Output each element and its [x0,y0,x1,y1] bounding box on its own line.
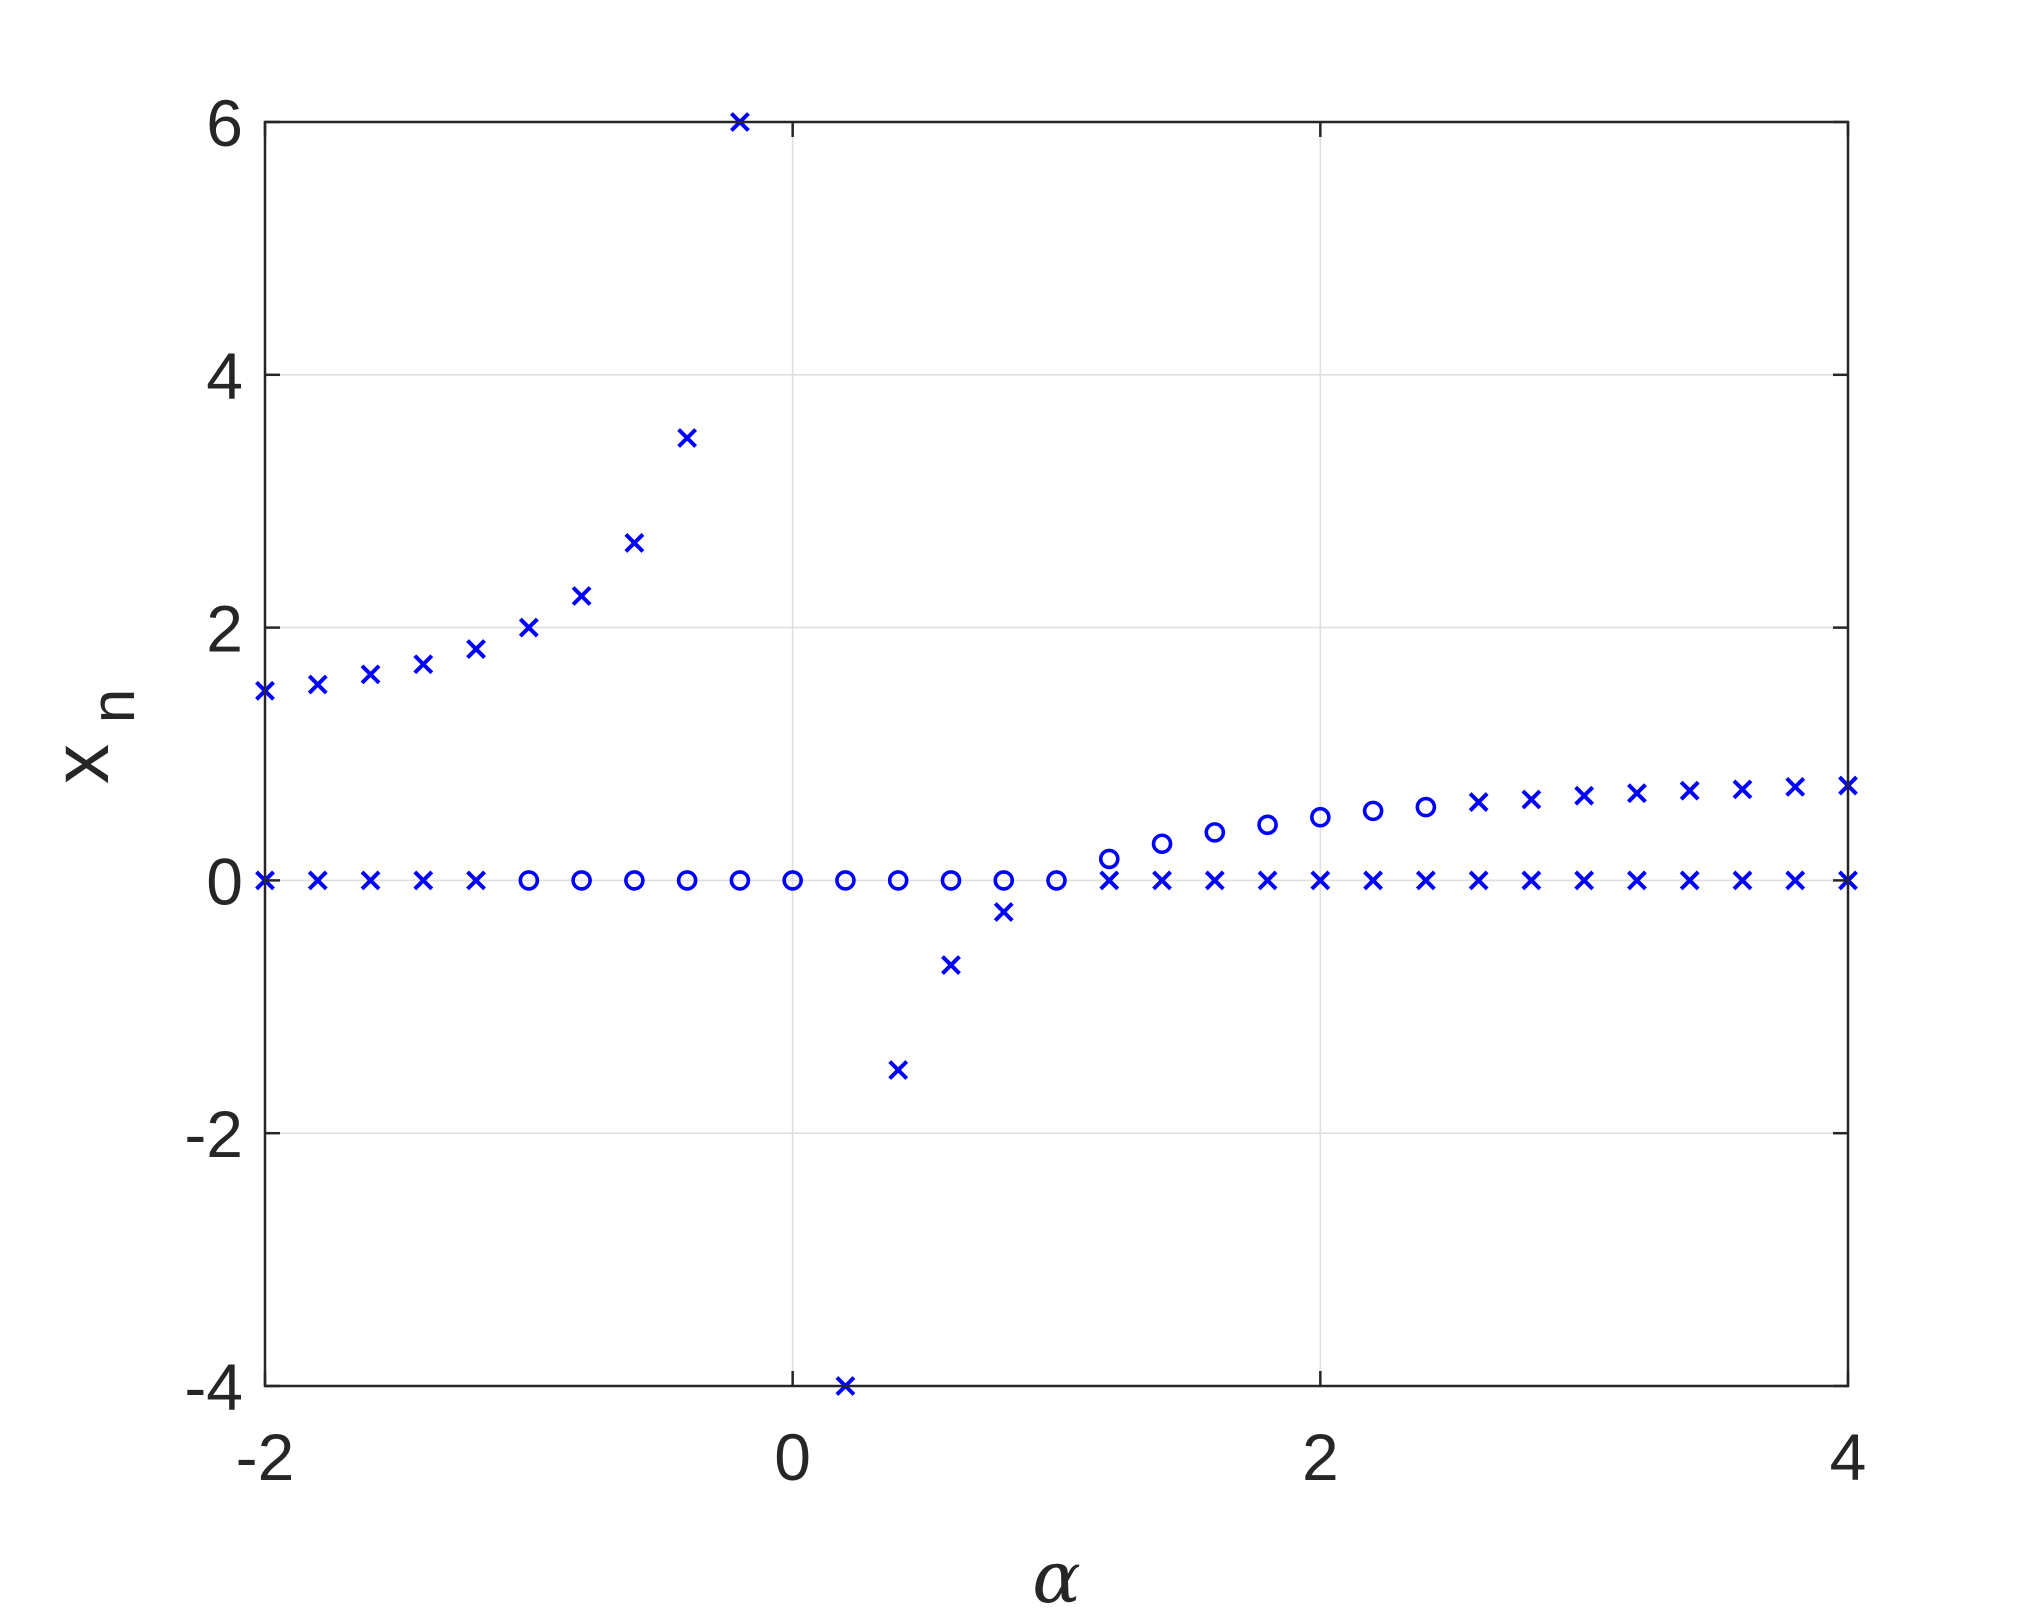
x-marker [677,428,698,448]
y-axis-label-subscript: n [79,689,148,723]
x-marker [1204,870,1225,891]
o-marker [1310,806,1331,828]
o-marker [835,870,856,891]
x-marker [941,955,961,976]
x-tick-label: 4 [1830,1420,1867,1494]
x-marker [888,1060,909,1080]
x-tick-label: 0 [774,1420,811,1494]
x-marker [1521,870,1542,891]
x-marker [993,902,1014,922]
x-marker [466,870,486,891]
grid-lines [265,122,1848,1386]
x-marker [1521,789,1542,810]
x-axis-label: α [1032,1535,1081,1617]
x-marker [1468,870,1489,891]
o-marker [993,870,1015,891]
x-marker [1310,870,1331,891]
o-marker [1362,800,1384,822]
x-marker [1785,870,1806,891]
x-marker [1679,780,1700,801]
x-marker [360,664,381,685]
plot-area-frame [263,120,1850,1388]
y-tick-label: -2 [184,1097,243,1171]
x-marker [1679,870,1700,891]
o-marker [1257,814,1278,836]
axis-ticks [263,120,1850,1388]
x-marker [624,532,645,553]
x-marker [1574,785,1595,806]
o-marker [1204,822,1226,843]
o-marker [1046,870,1067,891]
o-marker [729,870,751,891]
o-marker [518,870,540,891]
x-marker [1627,783,1647,804]
o-marker [624,870,645,891]
y-axis-label: x n [36,689,148,784]
y-axis-label-main: x [36,744,125,784]
x-marker [518,617,539,638]
x-marker [1785,776,1806,797]
x-marker [1363,870,1384,891]
o-marker [887,870,909,891]
x-marker [1152,870,1172,891]
x-tick-label: 2 [1302,1420,1339,1494]
y-tick-label: -4 [184,1350,243,1424]
x-marker [413,654,434,675]
x-marker [1415,870,1436,891]
x-marker [360,870,381,891]
x-marker [413,870,434,891]
o-marker [1415,796,1437,818]
x-marker [1468,792,1489,812]
x-marker [307,674,328,695]
x-marker [1574,870,1595,891]
o-marker [782,870,803,891]
o-marker [676,870,698,891]
x-marker [571,586,592,606]
x-marker [466,639,486,660]
y-tick-label: 2 [206,592,243,666]
o-marker [571,870,592,891]
x-tick-label: -2 [236,1420,295,1494]
o-marker [940,870,962,891]
y-tick-label: 4 [206,339,243,413]
data-markers [255,112,1858,1396]
x-marker [1732,779,1753,800]
x-marker [1257,870,1278,891]
y-tick-label: 0 [206,844,243,918]
y-tick-label: 6 [206,86,243,160]
x-marker [307,870,328,891]
x-marker [1627,870,1647,891]
x-marker [1099,870,1120,891]
x-marker [1732,870,1753,891]
o-marker [1151,833,1173,855]
o-marker [1098,848,1120,870]
